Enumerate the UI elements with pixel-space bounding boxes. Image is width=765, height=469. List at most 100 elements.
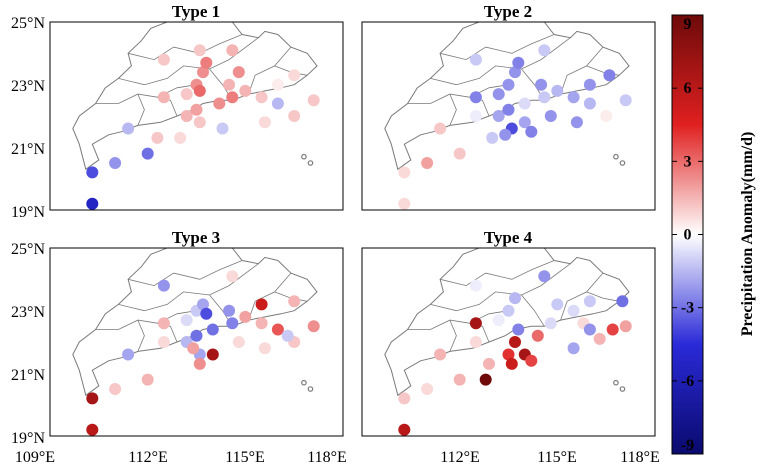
station-point xyxy=(469,91,482,104)
colorbar: 9 6 3 0 -3 -6 -9 Precipitation Anomaly(mm/d) xyxy=(671,14,756,455)
city-boundary xyxy=(248,272,292,321)
city-boundary xyxy=(560,272,604,321)
station-point xyxy=(193,116,206,129)
panel-type-3: Type 3 25°N 23°N 21°N 19°N 109°E 112°E 1… xyxy=(11,228,347,466)
station-point xyxy=(288,110,301,122)
station-point xyxy=(180,88,193,101)
colorbar-tick-label: -3 xyxy=(681,300,694,317)
station-point xyxy=(492,88,505,101)
station-point xyxy=(502,348,515,361)
station-point xyxy=(469,317,482,330)
station-point xyxy=(86,166,99,179)
station-point xyxy=(538,91,551,104)
station-point xyxy=(151,131,164,144)
station-point xyxy=(535,78,548,91)
station-point xyxy=(232,336,245,348)
station-point xyxy=(600,110,613,122)
city-boundary xyxy=(586,291,620,302)
station-point xyxy=(157,317,170,330)
station-point xyxy=(502,103,515,116)
xtick-115e-p3: 115°E xyxy=(225,449,265,466)
panel-frame-type-3 xyxy=(49,247,344,437)
panel-title-type-1: Type 1 xyxy=(172,2,220,21)
station-point xyxy=(288,69,301,82)
station-point xyxy=(86,197,99,210)
station-point xyxy=(307,320,320,333)
station-point xyxy=(567,91,580,104)
station-point xyxy=(398,166,411,179)
stations-type-3 xyxy=(86,270,320,436)
colorbar-tick-label: 9 xyxy=(684,16,692,33)
xtick-109e-p3: 109°E xyxy=(15,449,55,466)
station-point xyxy=(122,122,135,135)
station-point xyxy=(398,197,411,210)
station-point xyxy=(469,279,482,292)
island-mark xyxy=(301,379,307,386)
station-point xyxy=(109,383,122,395)
station-point xyxy=(226,44,239,57)
city-boundary xyxy=(407,84,509,104)
station-point xyxy=(271,78,284,91)
ytick-23n-p3: 23°N xyxy=(11,304,45,321)
station-point xyxy=(502,78,515,91)
station-point xyxy=(190,329,203,342)
station-point xyxy=(499,128,512,141)
station-point xyxy=(583,295,596,308)
island-mark xyxy=(613,153,619,160)
station-point xyxy=(518,116,531,129)
station-point xyxy=(538,270,551,283)
stations-type-4 xyxy=(398,270,632,436)
station-point xyxy=(434,348,447,361)
station-point xyxy=(187,342,200,355)
station-point xyxy=(434,122,447,135)
station-point xyxy=(200,56,213,69)
ytick-25n-p3: 25°N xyxy=(11,241,45,258)
station-point xyxy=(197,298,209,311)
station-point xyxy=(239,310,252,323)
station-point xyxy=(86,423,99,436)
city-boundary xyxy=(449,93,457,126)
city-boundary xyxy=(137,93,145,126)
station-point xyxy=(502,304,515,317)
colorbar-gradient xyxy=(671,14,704,455)
island-mark xyxy=(619,386,626,392)
station-point xyxy=(593,332,606,345)
station-point xyxy=(509,292,521,305)
station-point xyxy=(200,307,213,320)
station-point xyxy=(486,131,499,144)
station-point xyxy=(226,270,239,283)
station-point xyxy=(258,116,271,129)
map-boundaries-type-1 xyxy=(72,22,318,171)
station-point xyxy=(193,84,206,97)
station-point xyxy=(206,323,219,336)
station-point xyxy=(509,336,521,348)
ytick-19n-p1: 19°N xyxy=(11,204,45,221)
panel-title-type-3: Type 3 xyxy=(172,228,220,247)
ytick-21n-p1: 21°N xyxy=(11,141,45,158)
ytick-19n-p3: 19°N xyxy=(11,430,45,447)
city-boundary xyxy=(118,263,259,312)
station-point xyxy=(525,354,538,367)
station-point xyxy=(421,157,434,169)
station-point xyxy=(271,97,284,110)
station-point xyxy=(492,110,505,122)
city-boundary xyxy=(430,263,571,312)
station-point xyxy=(122,348,135,361)
xtick-118e-p3: 118°E xyxy=(307,449,347,466)
city-boundary xyxy=(560,46,604,95)
panel-type-4: Type 4 112°E 115°E 118°E xyxy=(361,228,660,466)
island-mark xyxy=(307,160,314,166)
station-point xyxy=(531,329,544,342)
station-point xyxy=(603,69,616,82)
station-point xyxy=(453,147,466,160)
station-point xyxy=(525,125,538,138)
station-point xyxy=(606,323,619,336)
city-boundary xyxy=(440,34,555,61)
station-point xyxy=(619,94,632,107)
station-point xyxy=(157,53,170,66)
station-point xyxy=(492,314,505,327)
stations-type-2 xyxy=(398,44,632,210)
station-point xyxy=(398,392,411,405)
station-point xyxy=(453,373,466,386)
